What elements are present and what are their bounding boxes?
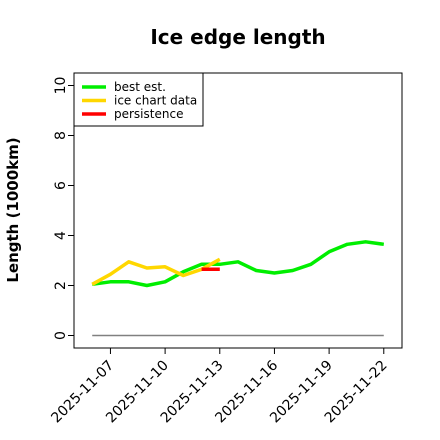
y-tick-label: 8 <box>53 131 69 140</box>
legend-label-1: ice chart data <box>114 94 197 108</box>
legend-label-2: persistence <box>114 107 183 121</box>
chart-title: Ice edge length <box>150 25 325 49</box>
y-axis-label: Length (1000km) <box>4 137 22 282</box>
y-tick-label: 0 <box>53 331 69 340</box>
series-line-0 <box>91 240 385 288</box>
y-tick-label: 10 <box>53 77 69 95</box>
y-tick-label: 2 <box>53 281 69 290</box>
y-tick-label: 4 <box>53 231 69 240</box>
legend-label-0: best est. <box>114 80 166 94</box>
y-tick-label: 6 <box>53 181 69 190</box>
series-line-1 <box>91 257 221 286</box>
plot-frame <box>73 72 403 349</box>
legend-box <box>73 72 204 127</box>
